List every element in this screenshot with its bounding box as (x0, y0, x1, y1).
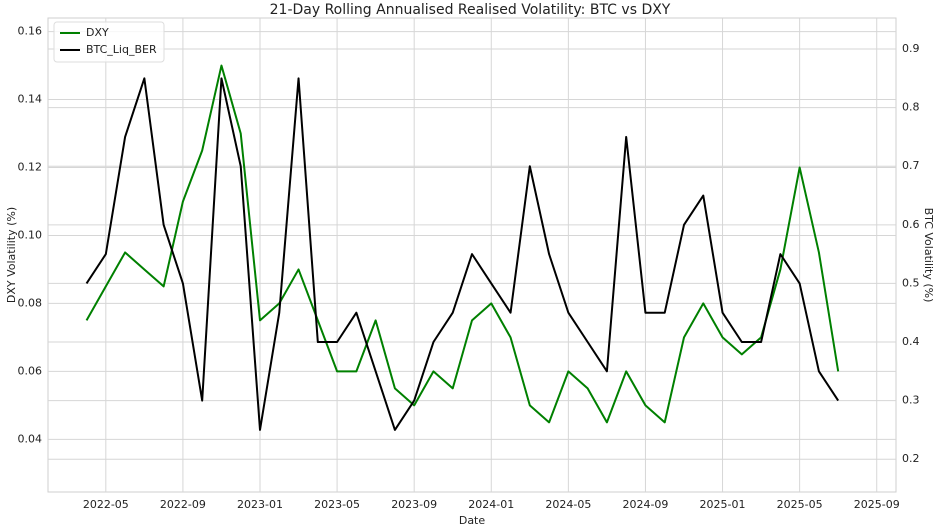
x-tick-label: 2025-01 (700, 498, 746, 511)
y-tick-label: 0.08 (18, 296, 43, 309)
y2-tick-label: 0.2 (902, 452, 920, 465)
y2-tick-label: 0.7 (902, 159, 920, 172)
y2-tick-label: 0.8 (902, 101, 920, 114)
x-tick-label: 2024-09 (622, 498, 668, 511)
x-tick-label: 2023-09 (391, 498, 437, 511)
y-tick-label: 0.10 (18, 228, 43, 241)
x-tick-label: 2023-01 (237, 498, 283, 511)
x-tick-label: 2024-05 (545, 498, 591, 511)
x-tick-label: 2022-09 (160, 498, 206, 511)
x-tick-label: 2024-01 (468, 498, 514, 511)
legend-label: DXY (86, 26, 109, 39)
y2-tick-label: 0.9 (902, 42, 920, 55)
x-tick-label: 2025-05 (777, 498, 823, 511)
line-series (85, 77, 840, 431)
legend-label: BTC_Liq_BER (86, 43, 157, 56)
y2-tick-label: 0.3 (902, 394, 920, 407)
y2-tick-label: 0.5 (902, 276, 920, 289)
y2-axis-label: BTC Volatility (%) (922, 208, 935, 303)
x-axis-label: Date (459, 514, 486, 527)
y-tick-label: 0.06 (18, 364, 43, 377)
line-series (85, 64, 840, 424)
y-tick-label: 0.04 (18, 432, 43, 445)
y2-tick-label: 0.6 (902, 218, 920, 231)
x-tick-label: 2023-05 (314, 498, 360, 511)
y-tick-label: 0.16 (18, 25, 43, 38)
chart-title: 21-Day Rolling Annualised Realised Volat… (270, 2, 671, 18)
y-tick-label: 0.14 (18, 93, 43, 106)
y-axis-label: DXY Volatility (%) (5, 207, 18, 303)
y2-tick-label: 0.4 (902, 335, 920, 348)
x-tick-label: 2022-05 (83, 498, 129, 511)
legend-box (53, 21, 165, 63)
x-tick-label: 2025-09 (854, 498, 900, 511)
y-tick-label: 0.12 (18, 161, 43, 174)
